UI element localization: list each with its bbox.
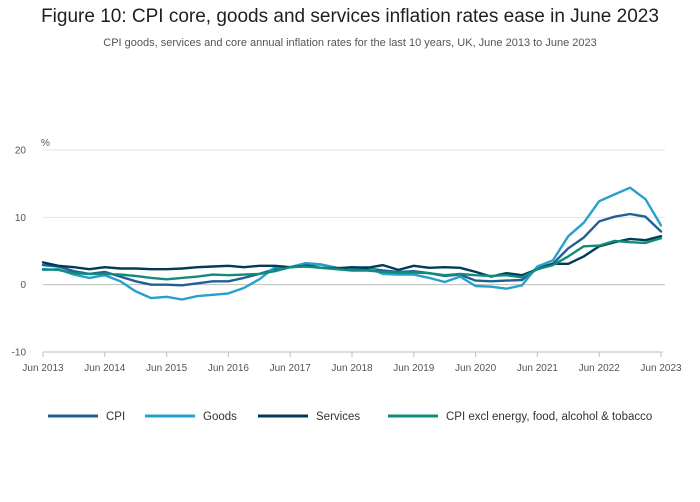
x-tick-label: Jun 2020 [455, 363, 497, 374]
y-axis-label: % [41, 138, 50, 149]
y-tick-label: -10 [12, 348, 27, 359]
x-tick-labels: Jun 2013 Jun 2014 Jun 2015 Jun 2016 Jun 2017… [22, 352, 682, 374]
y-tick-label: 10 [15, 213, 27, 224]
series-line-2 [41, 234, 663, 278]
y-tick-labels: 20 10 0 -10 [12, 146, 27, 359]
chart-title: Figure 10: CPI core, goods and services … [41, 6, 659, 27]
x-tick-label: Jun 2021 [517, 363, 559, 374]
x-tick-label: Jun 2015 [146, 363, 188, 374]
series-line-3 [41, 236, 663, 281]
legend-label: Goods [203, 411, 237, 423]
series-lines [41, 186, 663, 301]
x-tick-label: Jun 2023 [640, 363, 682, 374]
x-tick-label: Jun 2013 [22, 363, 64, 374]
x-tick-label: Jun 2018 [331, 363, 373, 374]
x-tick-label: Jun 2019 [393, 363, 435, 374]
legend-label: CPI [106, 411, 125, 423]
x-tick-label: Jun 2016 [208, 363, 250, 374]
x-tick-label: Jun 2022 [579, 363, 621, 374]
y-tick-label: 0 [20, 280, 26, 291]
x-tick-label: Jun 2014 [84, 363, 126, 374]
legend-label: CPI excl energy, food, alcohol & tobacco [446, 411, 652, 423]
chart-subtitle: CPI goods, services and core annual infl… [103, 37, 597, 49]
series-line-0 [41, 212, 663, 287]
y-tick-label: 20 [15, 146, 27, 157]
legend-label: Services [316, 411, 360, 423]
grid-layer [43, 149, 665, 353]
series-line-1 [41, 186, 663, 301]
legend: CPI Goods Services CPI excl energy, food, a… [48, 411, 652, 423]
x-tick-label: Jun 2017 [270, 363, 312, 374]
